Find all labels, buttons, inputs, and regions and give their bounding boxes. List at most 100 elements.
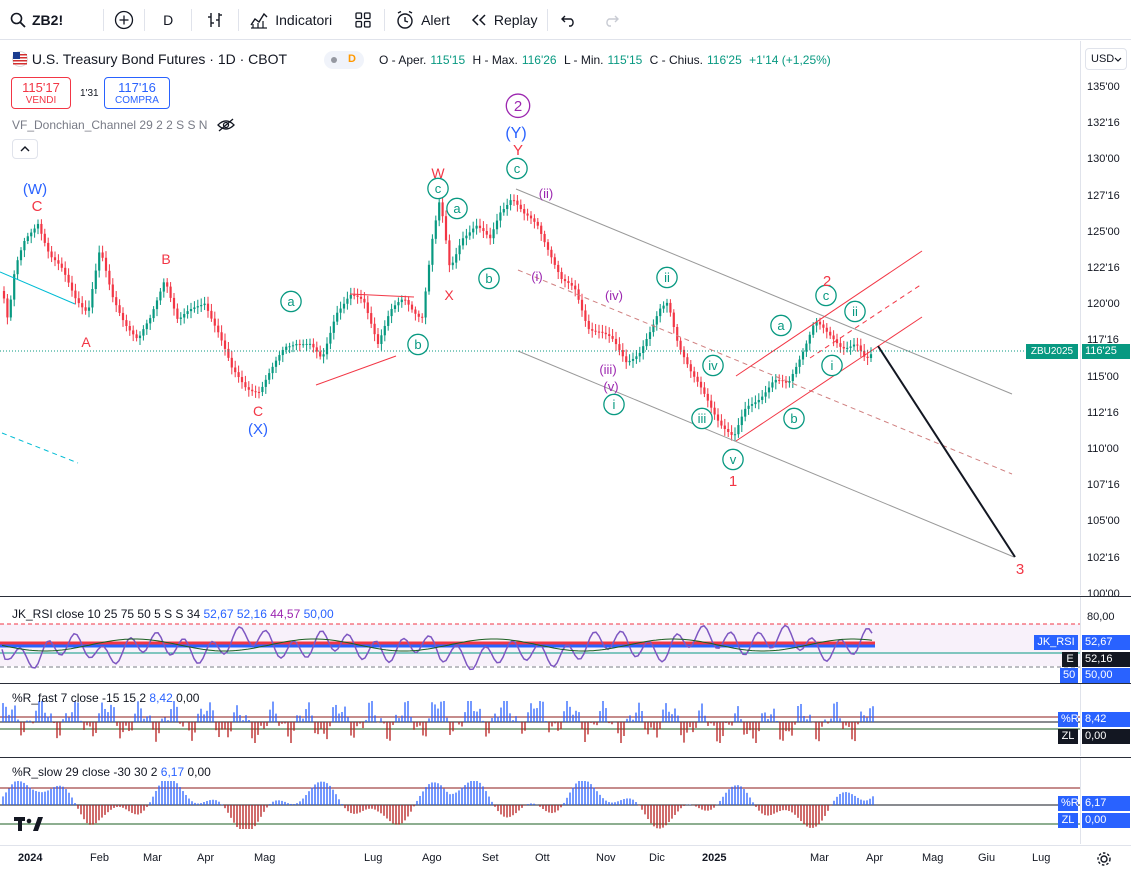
r-slow-axis[interactable] (1080, 758, 1131, 844)
interval-button[interactable]: D (145, 0, 191, 40)
wave-label[interactable]: (W) (23, 181, 47, 198)
wave-label[interactable]: C (253, 403, 263, 419)
wave-label[interactable]: (Y) (505, 125, 526, 142)
r-fast-axis[interactable] (1080, 684, 1131, 756)
channel-lower-line[interactable] (517, 350, 1015, 558)
rising-channel-mid[interactable] (809, 283, 923, 359)
layouts-button[interactable] (342, 0, 384, 40)
wave-label-circle (691, 407, 713, 430)
candle-body (6, 298, 9, 318)
rsi-chart[interactable] (0, 597, 1080, 682)
triangle-upper[interactable] (349, 293, 415, 298)
wave-label[interactable]: X (444, 287, 454, 303)
trendline-cyan[interactable] (0, 271, 76, 305)
wave-label[interactable]: (iv) (605, 288, 623, 303)
trendline-cyan-dashed[interactable] (1, 432, 79, 464)
pane-divider[interactable] (0, 596, 1131, 597)
wave-label[interactable]: b (790, 411, 797, 426)
wave-label[interactable]: a (777, 318, 785, 333)
r-fast-chart[interactable] (0, 684, 1080, 756)
pane-divider[interactable] (0, 683, 1131, 684)
wave-label[interactable]: v (730, 452, 737, 467)
wave-label[interactable]: Y (513, 142, 523, 159)
symbol-search-button[interactable]: ZB2! (0, 0, 73, 40)
wave-label[interactable]: b (485, 271, 492, 286)
currency-selector[interactable]: USD (1085, 48, 1127, 70)
wave-label[interactable]: 3 (1016, 561, 1024, 578)
wave-label[interactable]: C (32, 198, 43, 215)
sell-button[interactable]: 115'17 VENDI (11, 77, 71, 109)
r-slow-chart[interactable] (0, 758, 1080, 844)
redo-button[interactable] (590, 0, 632, 40)
alert-button[interactable]: Alert (385, 0, 460, 40)
pane-divider[interactable] (0, 757, 1131, 758)
candle-body (689, 364, 692, 372)
wave-label[interactable]: A (81, 334, 91, 350)
candle-body (115, 297, 118, 306)
candle-body (217, 325, 220, 333)
wave-label[interactable]: 2 (823, 273, 831, 290)
rsi-pane[interactable]: JK_RSI close 10 25 75 50 5 S S 34 52,67 … (0, 597, 1080, 682)
wave-label[interactable]: (iii) (599, 362, 616, 377)
wave-label[interactable]: i (613, 397, 616, 412)
indicators-button[interactable]: Indicatori (239, 0, 342, 40)
candle-body (410, 304, 414, 310)
collapse-legend-button[interactable] (12, 139, 38, 159)
candle-body (472, 228, 475, 233)
price-axis[interactable]: USD 135'00 132'16 130'00 127'16 125'00 122'16… (1080, 41, 1131, 600)
wave-label[interactable]: 1 (729, 473, 737, 490)
r-fast-legend[interactable]: %R_fast 7 close -15 15 2 8,42 0,00 (12, 691, 199, 705)
r-fast-pane[interactable]: %R_fast 7 close -15 15 2 8,42 0,00 (0, 684, 1080, 756)
chart-type-button[interactable] (192, 0, 238, 40)
rsi-legend[interactable]: JK_RSI close 10 25 75 50 5 S S 34 52,67 … (12, 607, 334, 621)
wave-label[interactable]: b (414, 337, 421, 352)
projection-line[interactable] (877, 345, 1016, 558)
wave-label[interactable]: c (514, 161, 521, 176)
wave-label[interactable]: a (453, 201, 461, 216)
eye-hidden-icon[interactable] (216, 118, 235, 132)
wave-label[interactable]: c (823, 288, 830, 303)
wave-label[interactable]: (v) (603, 379, 618, 394)
rising-channel-lower[interactable] (735, 316, 923, 442)
wave-label[interactable]: a (287, 294, 295, 309)
candle-body (519, 204, 522, 210)
wave-label[interactable]: iv (708, 358, 718, 373)
r-slow-pane[interactable]: %R_slow 29 close -30 30 2 6,17 0,00 (0, 758, 1080, 844)
compare-symbol-button[interactable] (104, 0, 144, 40)
wave-label[interactable]: (i) (531, 269, 543, 284)
candle-body (421, 316, 424, 318)
channel-upper-line[interactable] (515, 188, 1013, 395)
wave-label[interactable]: c (435, 181, 442, 196)
wave-label[interactable]: ii (852, 304, 858, 319)
rising-channel-upper[interactable] (735, 250, 923, 377)
wave-label[interactable]: (X) (248, 421, 268, 438)
chart-title[interactable]: U.S. Treasury Bond Futures · 1D · CBOT (31, 51, 288, 67)
r-slow-legend[interactable]: %R_slow 29 close -30 30 2 6,17 0,00 (12, 765, 211, 779)
wave-label[interactable]: i (831, 358, 834, 373)
wave-label[interactable]: 2 (514, 98, 522, 115)
channel-mid-line[interactable] (517, 269, 1013, 475)
wave-label[interactable]: iii (698, 411, 707, 426)
buy-button[interactable]: 117'16 COMPRA (104, 77, 170, 109)
rsi-ema-line[interactable] (1, 638, 873, 652)
donchian-legend[interactable]: VF_Donchian_Channel 29 2 2 S S N (12, 118, 235, 132)
candle-body (308, 343, 312, 345)
rsi-axis[interactable]: 80,00 (1080, 597, 1131, 682)
chart-settings-button[interactable] (1096, 851, 1112, 872)
market-status-badge[interactable]: D (324, 51, 364, 69)
rsi-line[interactable] (1, 624, 873, 671)
replay-button[interactable]: Replay (460, 0, 548, 40)
wave-label[interactable]: (ii) (539, 186, 553, 201)
wave-label[interactable]: B (161, 251, 170, 267)
tradingview-logo-icon[interactable] (14, 816, 46, 832)
candle-body (383, 325, 386, 336)
price-tick-label: 132'16 (1087, 117, 1120, 130)
price-chart[interactable]: (W)CABC(X)abWXcab2(Y)Yc(ii)(i)(iv)(iii)(… (0, 41, 1080, 595)
rsi-legend-text: JK_RSI close 10 25 75 50 5 S S 34 (12, 607, 201, 621)
wave-label[interactable]: ii (664, 270, 670, 285)
undo-button[interactable] (548, 0, 590, 40)
wave-label[interactable]: W (431, 165, 445, 181)
triangle-lower[interactable] (315, 355, 397, 386)
candle-body (213, 318, 216, 326)
